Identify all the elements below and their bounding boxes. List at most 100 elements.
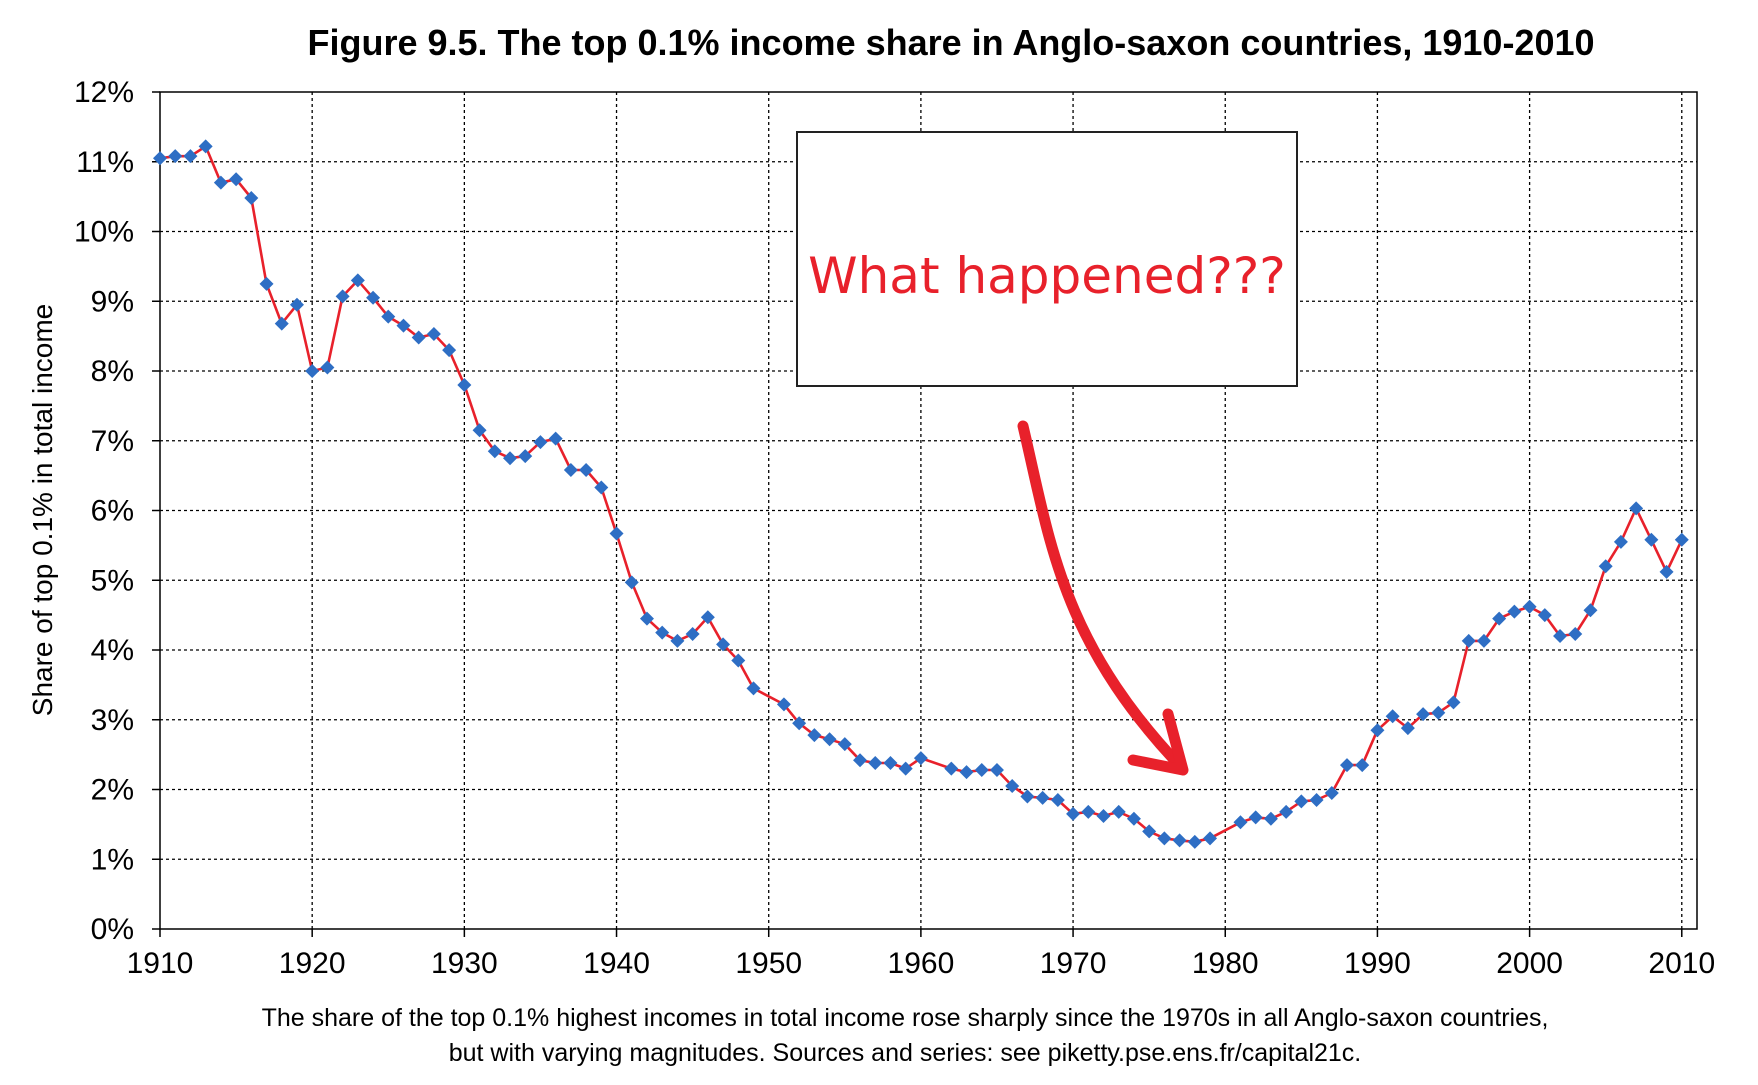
data-point: [305, 364, 320, 378]
data-point: [350, 273, 365, 288]
data-point: [853, 753, 868, 768]
data-point: [411, 330, 426, 345]
data-point: [1461, 633, 1476, 648]
data-point: [1142, 824, 1157, 839]
data-point: [1598, 559, 1613, 574]
data-point: [1309, 792, 1324, 807]
annotation-box: What happened???: [796, 131, 1298, 387]
data-point: [944, 761, 959, 776]
data-point: [381, 309, 396, 324]
data-point: [518, 449, 533, 464]
data-point: [1431, 705, 1446, 720]
x-tick-label: 2010: [1648, 947, 1715, 980]
data-point: [807, 728, 822, 743]
data-point: [1203, 831, 1218, 846]
data-point: [1492, 611, 1507, 626]
data-point: [716, 637, 731, 652]
data-point: [868, 755, 883, 770]
y-tick-label: 8%: [91, 355, 134, 388]
data-point: [1385, 709, 1400, 724]
data-point: [1111, 804, 1126, 819]
data-point: [472, 423, 487, 438]
y-tick-label: 4%: [91, 634, 134, 667]
data-point: [1066, 806, 1081, 821]
data-point: [974, 762, 989, 777]
data-point: [229, 172, 244, 187]
y-tick-label: 9%: [91, 285, 134, 318]
data-point: [426, 327, 441, 342]
data-point: [746, 681, 761, 696]
data-point: [548, 431, 563, 446]
data-point: [1279, 804, 1294, 819]
annotation-box-frame: [796, 131, 1298, 387]
y-tick-label: 6%: [91, 495, 134, 528]
data-point: [639, 611, 654, 626]
y-tick-label: 0%: [91, 913, 134, 946]
data-point: [153, 151, 167, 166]
data-point: [1294, 794, 1309, 809]
data-point: [1446, 695, 1461, 710]
data-point: [244, 191, 259, 206]
data-point: [1233, 815, 1248, 830]
data-point: [168, 149, 183, 164]
x-tick-label: 2000: [1496, 947, 1563, 980]
data-point: [898, 761, 913, 776]
x-axis-ticks: 1910 1920 1930 1940 1950 1960 1970 1980 1990 2000…: [127, 929, 1715, 980]
data-point: [563, 463, 578, 478]
data-point: [1187, 834, 1202, 849]
x-tick-label: 1980: [1192, 947, 1259, 980]
y-tick-label: 3%: [91, 704, 134, 737]
data-point: [1005, 779, 1020, 794]
annotation-text: What happened???: [808, 247, 1286, 305]
data-point: [1370, 723, 1385, 738]
data-point: [442, 343, 457, 358]
data-point: [1613, 534, 1628, 549]
data-point: [487, 444, 502, 459]
y-tick-label: 12%: [74, 76, 134, 109]
data-point: [624, 575, 639, 590]
x-tick-label: 1960: [888, 947, 955, 980]
caption-line-1: The share of the top 0.1% highest income…: [262, 1004, 1549, 1032]
data-point: [1096, 809, 1111, 824]
data-point: [1476, 633, 1491, 648]
data-point: [1522, 599, 1537, 614]
data-point: [1659, 564, 1674, 579]
data-point: [700, 610, 715, 625]
data-point: [883, 755, 898, 770]
data-point: [1537, 608, 1552, 623]
data-point: [670, 633, 685, 648]
data-point: [1263, 811, 1278, 826]
data-point: [1507, 604, 1522, 619]
data-point: [731, 653, 746, 668]
data-point: [320, 360, 335, 375]
y-tick-label: 10%: [74, 216, 134, 249]
data-point: [837, 737, 852, 752]
data-point: [1339, 758, 1354, 773]
data-point: [609, 526, 624, 541]
data-point: [1081, 804, 1096, 819]
data-point: [1035, 790, 1050, 805]
data-point: [1157, 831, 1172, 846]
data-point: [1400, 721, 1415, 736]
data-point: [396, 318, 411, 333]
y-tick-label: 5%: [91, 564, 134, 597]
x-tick-label: 1940: [583, 947, 650, 980]
chart-title: Figure 9.5. The top 0.1% income share in…: [307, 22, 1594, 63]
data-point: [457, 377, 472, 392]
data-point: [335, 289, 350, 304]
data-point: [1583, 603, 1598, 618]
caption-line-2: but with varying magnitudes. Sources and…: [449, 1039, 1362, 1067]
y-tick-label: 7%: [91, 425, 134, 458]
annotation-arrow: [1017, 420, 1189, 776]
data-point: [1644, 532, 1659, 547]
x-tick-label: 1950: [735, 947, 802, 980]
x-tick-label: 1990: [1344, 947, 1411, 980]
x-tick-label: 1970: [1040, 947, 1107, 980]
data-point: [1324, 785, 1339, 800]
data-point: [822, 732, 837, 747]
y-axis-ticks: 0% 1% 2% 3% 4% 5% 6% 7% 8% 9% 10% 11% 12%: [74, 76, 160, 946]
y-tick-label: 2%: [91, 774, 134, 807]
arrow-head: [1127, 708, 1189, 776]
data-point: [259, 276, 274, 291]
